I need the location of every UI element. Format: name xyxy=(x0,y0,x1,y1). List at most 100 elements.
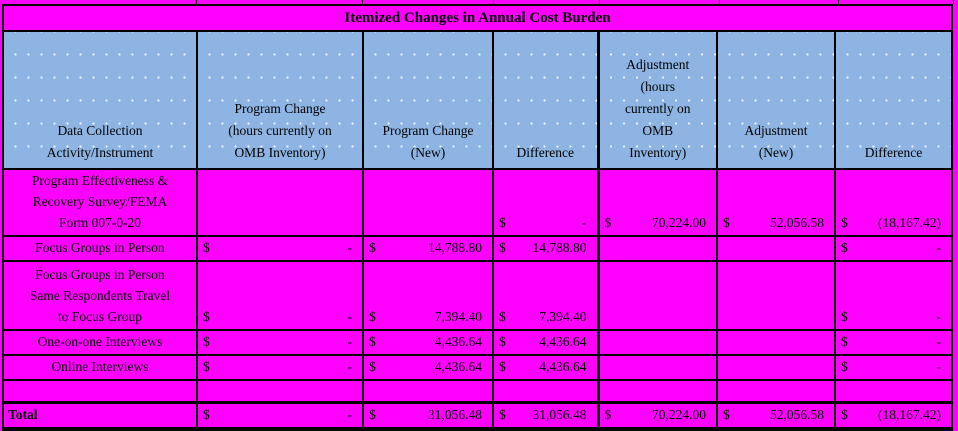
money-cell: $ - xyxy=(196,260,364,331)
money-cell: $7,394.40 xyxy=(362,260,494,331)
table-row: One-on-one Interviews $ - $4,436.64 $4,43… xyxy=(2,329,954,356)
amount: 14,788.80 xyxy=(428,240,482,255)
currency-symbol: $ xyxy=(841,334,848,349)
money-cell: $ - xyxy=(196,401,364,430)
table-title: Itemized Changes in Annual Cost Burden xyxy=(1,4,954,32)
money-cell xyxy=(833,379,954,403)
money-cell: $4,436.64 xyxy=(362,329,494,356)
column-tick xyxy=(839,0,954,4)
currency-symbol: $ xyxy=(841,309,848,324)
money-cell: $31,056.48 xyxy=(492,401,599,430)
header-line: currently on xyxy=(624,101,691,116)
column-tick xyxy=(720,0,839,4)
col-header-difference-program: Difference xyxy=(492,30,599,170)
amount: - xyxy=(347,309,353,324)
col-header-program-change-current: Program Change (hours currently on OMB I… xyxy=(196,30,364,170)
header-line: Difference xyxy=(516,145,574,160)
currency-symbol: $ xyxy=(369,359,376,374)
amount: 52,056.58 xyxy=(770,406,824,422)
header-line: (New) xyxy=(758,145,794,160)
header-line: Adjustment xyxy=(626,57,690,72)
money-cell: $14,788.80 xyxy=(492,235,599,262)
money-cell xyxy=(716,329,836,356)
money-cell xyxy=(596,379,718,403)
money-cell: $52,056.58 xyxy=(716,401,836,430)
label-line: Program Effectiveness & xyxy=(31,173,169,188)
label-line: Form 007-0-20 xyxy=(58,215,142,230)
currency-symbol: $ xyxy=(841,215,848,230)
currency-symbol: $ xyxy=(499,240,506,255)
money-cell xyxy=(362,168,494,237)
label-line: Online Interviews xyxy=(51,359,149,374)
header-line: (New) xyxy=(410,145,446,160)
amount: 4,436.64 xyxy=(539,334,587,349)
header-line: Program Change xyxy=(382,123,474,138)
amount: - xyxy=(936,334,942,349)
amount: 7,394.40 xyxy=(539,309,587,324)
label-line: One-on-one Interviews xyxy=(37,334,163,349)
money-cell xyxy=(716,379,836,403)
amount: 31,056.48 xyxy=(532,406,587,422)
label-line: Recovery Survey/FEMA xyxy=(32,194,168,209)
row-label: Online Interviews xyxy=(2,354,198,381)
row-label: Focus Groups in Person xyxy=(2,235,198,262)
col-header-adjustment-new: Adjustment (New) xyxy=(716,30,836,170)
header-line: OMB Inventory) xyxy=(234,145,326,160)
amount: 70,224.00 xyxy=(652,406,706,422)
table-row-blank xyxy=(2,379,954,403)
amount: - xyxy=(347,334,353,349)
row-label xyxy=(2,379,198,403)
amount: 14,788.80 xyxy=(532,240,587,255)
amount: - xyxy=(936,309,942,324)
table-row: Focus Groups in Person Same Respondents … xyxy=(2,260,954,331)
amount: 7,394.40 xyxy=(434,309,482,324)
currency-symbol: $ xyxy=(203,334,210,349)
money-cell xyxy=(596,260,718,331)
header-line: Adjustment xyxy=(744,123,808,138)
currency-symbol: $ xyxy=(203,359,210,374)
currency-symbol: $ xyxy=(841,359,848,374)
amount: - xyxy=(347,359,353,374)
money-cell: $4,436.64 xyxy=(492,329,599,356)
row-label: Program Effectiveness & Recovery Survey/… xyxy=(2,168,198,237)
money-cell: $ - xyxy=(833,260,954,331)
amount: - xyxy=(936,359,942,374)
currency-symbol: $ xyxy=(723,215,730,230)
row-label-total: Total xyxy=(2,401,198,430)
money-cell: $ - xyxy=(492,168,599,237)
currency-symbol: $ xyxy=(604,406,612,422)
table-row: Program Effectiveness & Recovery Survey/… xyxy=(2,168,954,237)
amount: (18,167.42) xyxy=(878,215,942,230)
column-tick xyxy=(494,0,600,4)
money-cell xyxy=(716,354,836,381)
money-cell xyxy=(362,379,494,403)
currency-symbol: $ xyxy=(369,309,376,324)
amount: - xyxy=(347,240,353,255)
col-header-program-change-new: Program Change (New) xyxy=(362,30,494,170)
header-line: (hours currently on xyxy=(228,123,332,138)
money-cell: $ - xyxy=(196,329,364,356)
table-row: Focus Groups in Person $ - $14,788.80 $14… xyxy=(2,235,954,262)
money-cell: $14,788.80 xyxy=(362,235,494,262)
currency-symbol: $ xyxy=(203,406,210,422)
amount: - xyxy=(347,406,353,422)
col-header-adjustment-current: Adjustment (hours currently on OMB Inven… xyxy=(596,30,718,170)
money-cell xyxy=(596,329,718,356)
label-line: Same Respondents Travel xyxy=(29,288,171,303)
money-cell: $70,224.00 xyxy=(596,168,718,237)
row-label: One-on-one Interviews xyxy=(2,329,198,356)
table-row-total: Total $ - $31,056.48 $31,056.48 $70,224.0… xyxy=(2,401,954,430)
money-cell: $ - xyxy=(196,354,364,381)
money-cell: $4,436.64 xyxy=(492,354,599,381)
column-tick xyxy=(197,0,363,4)
column-tick xyxy=(363,0,494,4)
amount: 52,056.58 xyxy=(770,215,824,230)
money-cell xyxy=(196,379,364,403)
currency-symbol: $ xyxy=(369,240,376,255)
currency-symbol: $ xyxy=(841,240,848,255)
money-cell: $ - xyxy=(833,235,954,262)
money-cell xyxy=(596,354,718,381)
money-cell: $52,056.58 xyxy=(716,168,836,237)
money-cell xyxy=(492,379,599,403)
header-line: Data Collection xyxy=(57,123,143,138)
